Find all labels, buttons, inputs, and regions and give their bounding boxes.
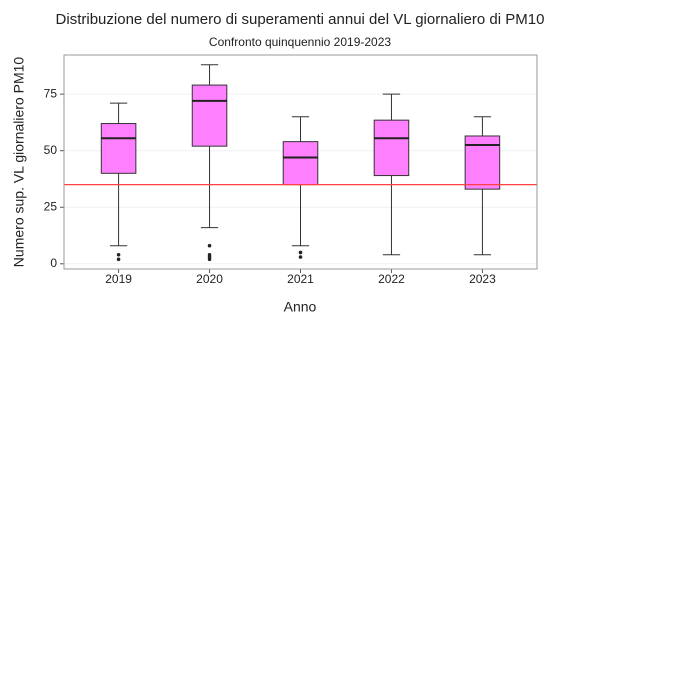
panel-border	[63, 54, 538, 270]
x-tick-label: 2021	[287, 272, 314, 286]
box	[282, 141, 319, 186]
box	[100, 123, 137, 174]
y-tick-label: 25	[44, 199, 58, 213]
box	[191, 84, 228, 147]
outlier	[116, 252, 121, 257]
box	[464, 135, 501, 190]
chart-subtitle: Confronto quinquennio 2019-2023	[209, 35, 391, 49]
chart-title: Distribuzione del numero di superamenti …	[56, 11, 545, 28]
x-tick-label: 2023	[469, 272, 496, 286]
outlier	[207, 243, 212, 248]
x-tick-label: 2020	[196, 272, 223, 286]
outlier	[207, 257, 212, 262]
y-tick-label: 0	[50, 256, 57, 270]
x-axis-label: Anno	[284, 299, 317, 315]
outlier	[116, 257, 121, 262]
x-tick-label: 2022	[378, 272, 405, 286]
x-tick-label: 2019	[105, 272, 132, 286]
outlier	[298, 250, 303, 255]
outlier	[298, 255, 303, 259]
y-axis-label: Numero sup. VL giornaliero PM10	[11, 57, 27, 268]
y-tick-label: 75	[44, 86, 58, 100]
y-tick-label: 50	[44, 143, 58, 157]
box	[373, 119, 410, 177]
